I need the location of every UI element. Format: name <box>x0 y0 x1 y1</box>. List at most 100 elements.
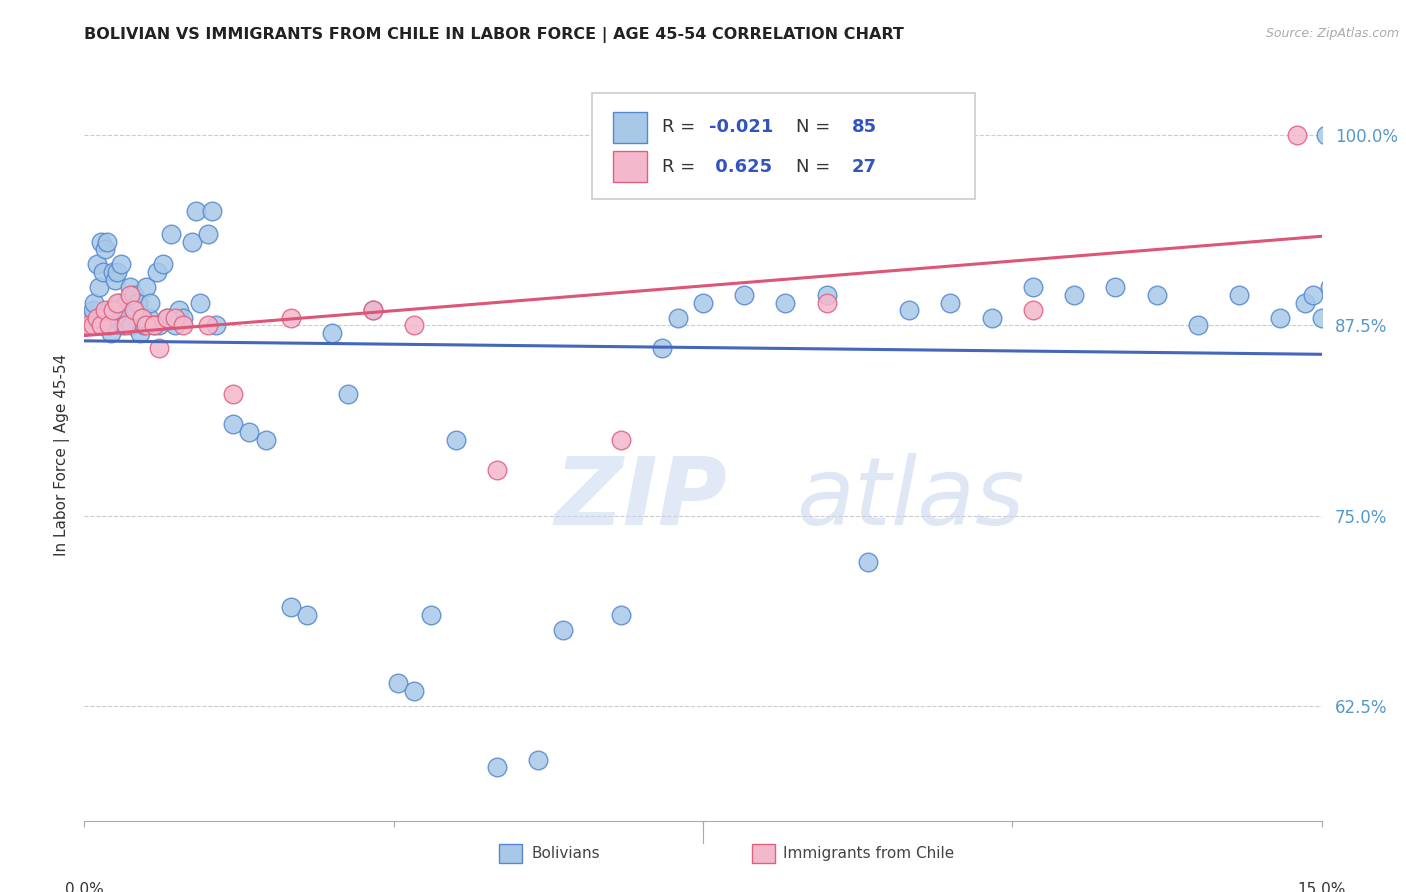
Point <box>1063 288 1085 302</box>
Point <box>108 295 131 310</box>
Point <box>77 318 100 333</box>
Point <box>1022 303 1045 318</box>
Point <box>197 227 219 241</box>
Point <box>83 295 105 310</box>
Point <box>197 318 219 333</box>
Point <box>105 295 128 310</box>
Point <box>89 280 111 294</box>
Point <box>295 607 318 622</box>
Text: R =: R = <box>662 119 702 136</box>
Point <box>160 227 183 241</box>
Point <box>127 295 149 310</box>
Point <box>117 310 139 325</box>
Point <box>156 310 179 325</box>
Point <box>103 303 125 318</box>
Point <box>118 288 141 302</box>
Point <box>90 235 112 249</box>
Text: 85: 85 <box>852 119 876 136</box>
Text: Immigrants from Chile: Immigrants from Chile <box>783 847 955 861</box>
Text: N =: N = <box>796 159 835 177</box>
Point <box>733 288 755 302</box>
Point <box>254 433 277 447</box>
Point <box>77 318 100 333</box>
Point <box>156 310 179 325</box>
Point <box>138 310 160 325</box>
Point <box>86 257 108 271</box>
Point <box>114 318 136 333</box>
Point <box>1285 128 1308 142</box>
Point <box>222 417 245 432</box>
Point <box>387 676 409 690</box>
Point <box>898 303 921 318</box>
Point <box>180 235 202 249</box>
Point <box>939 295 962 310</box>
Point <box>104 273 127 287</box>
Point <box>1302 288 1324 302</box>
Point <box>361 303 384 318</box>
Point <box>122 303 145 318</box>
Point <box>148 318 170 333</box>
Text: 15.0%: 15.0% <box>1298 881 1346 892</box>
Point <box>1104 280 1126 294</box>
Point <box>404 684 426 698</box>
Point <box>527 753 550 767</box>
Text: 0.0%: 0.0% <box>65 881 104 892</box>
Point <box>172 310 194 325</box>
Point <box>201 204 224 219</box>
Point <box>105 265 128 279</box>
Point <box>337 387 360 401</box>
Point <box>205 318 228 333</box>
Text: atlas: atlas <box>796 453 1024 544</box>
Point <box>139 295 162 310</box>
Point <box>980 310 1002 325</box>
Point <box>122 288 145 302</box>
Point <box>188 295 211 310</box>
Text: 0.625: 0.625 <box>709 159 772 177</box>
Point <box>148 341 170 355</box>
Point <box>321 326 343 340</box>
Point <box>280 310 302 325</box>
Point <box>90 318 112 333</box>
Point <box>172 318 194 333</box>
Text: Source: ZipAtlas.com: Source: ZipAtlas.com <box>1265 27 1399 40</box>
Point <box>96 235 118 249</box>
Point <box>112 318 135 333</box>
Point <box>1270 310 1292 325</box>
Point <box>118 280 141 294</box>
Point <box>143 318 166 333</box>
Point <box>82 318 104 333</box>
Point <box>124 303 146 318</box>
Point <box>485 760 508 774</box>
Point <box>1319 280 1341 294</box>
Point <box>222 387 245 401</box>
FancyBboxPatch shape <box>592 93 976 199</box>
Point <box>609 607 631 622</box>
Text: 27: 27 <box>852 159 876 177</box>
Point <box>135 280 157 294</box>
Point <box>551 623 574 637</box>
Point <box>103 265 125 279</box>
Point <box>651 341 673 355</box>
Point <box>280 600 302 615</box>
Point <box>82 303 104 318</box>
Point <box>110 257 132 271</box>
Point <box>404 318 426 333</box>
Point <box>98 303 121 318</box>
Point <box>167 303 190 318</box>
Point <box>815 295 838 310</box>
Point <box>1227 288 1250 302</box>
Point <box>733 128 755 142</box>
Y-axis label: In Labor Force | Age 45-54: In Labor Force | Age 45-54 <box>55 354 70 556</box>
Point <box>91 265 114 279</box>
Point <box>1294 295 1316 310</box>
Point <box>775 295 797 310</box>
Point <box>152 257 174 271</box>
Point <box>143 318 166 333</box>
Point <box>128 326 150 340</box>
Point <box>485 463 508 477</box>
Point <box>1187 318 1209 333</box>
Point <box>165 318 187 333</box>
Point <box>120 318 142 333</box>
Text: N =: N = <box>796 119 835 136</box>
Point <box>165 310 187 325</box>
